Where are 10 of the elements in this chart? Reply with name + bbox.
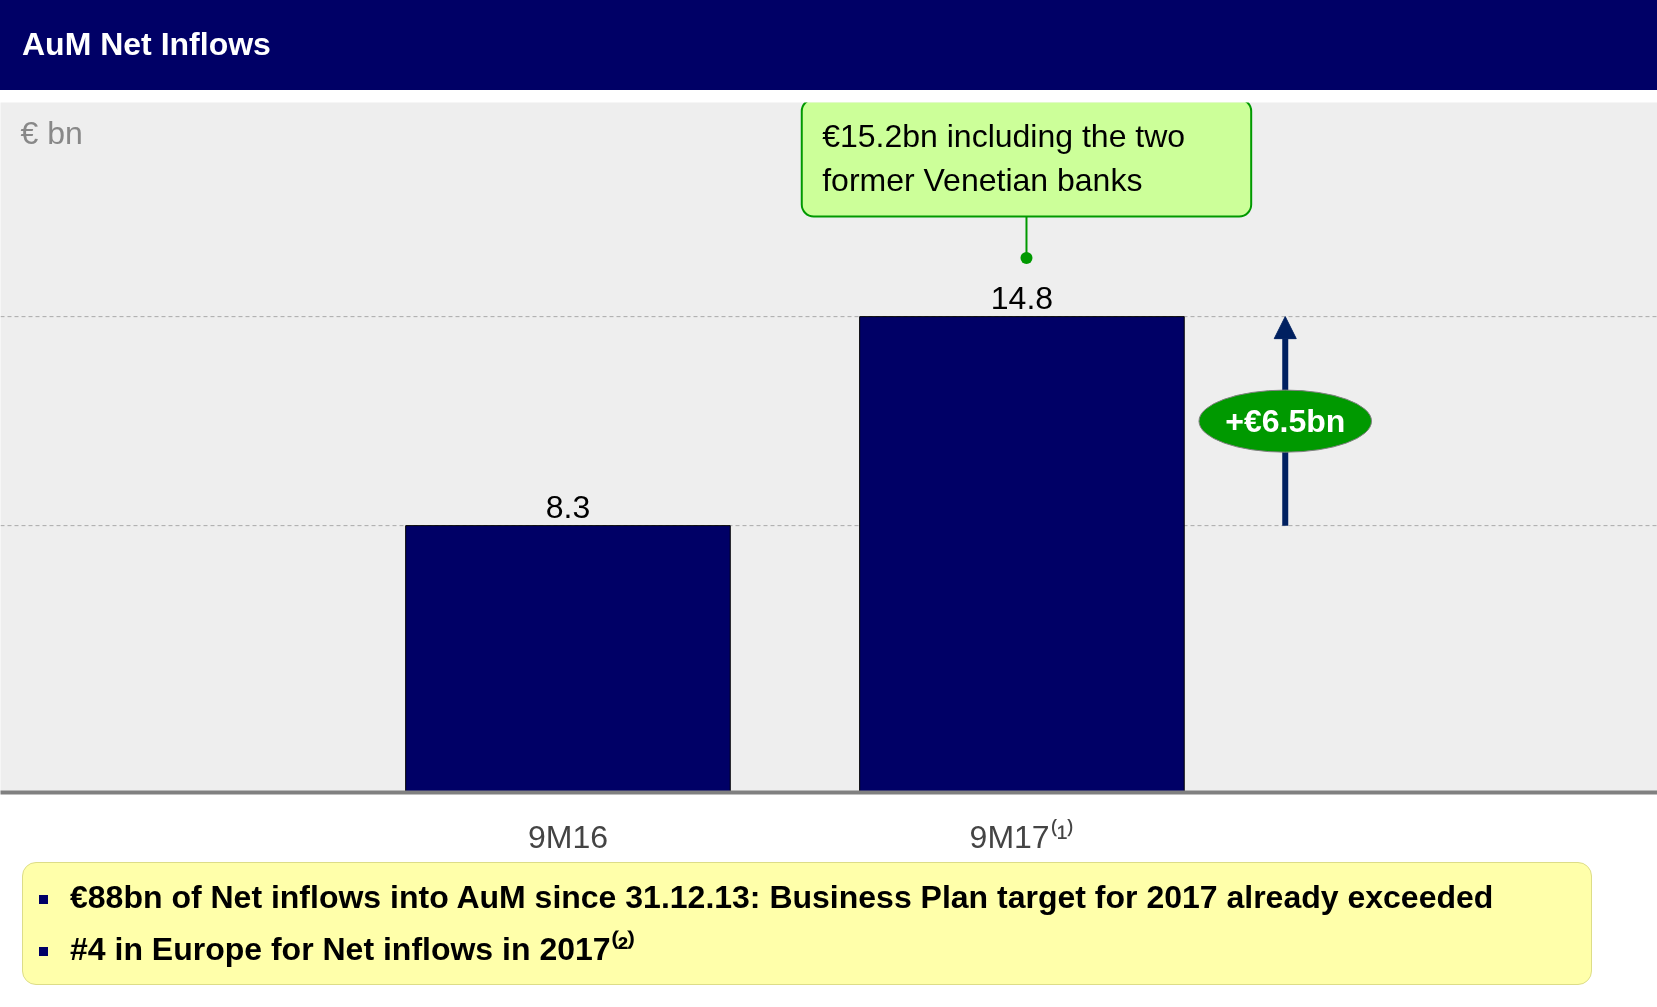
data-label: 8.3 bbox=[545, 488, 591, 525]
text: €15.2bn including the two former Venetian banks bbox=[822, 118, 1186, 198]
data-label: 14.8 bbox=[990, 279, 1054, 316]
text: € bn bbox=[20, 114, 83, 151]
x-tick-label: 9M17⁽¹⁾ bbox=[969, 817, 1075, 855]
x-tick-label: 9M16 bbox=[527, 818, 608, 855]
annotation: +€6.5bn bbox=[1225, 403, 1346, 440]
text: #4 in Europe for Net inflows in 2017⁽²⁾ bbox=[69, 929, 637, 969]
chart-title: AuM Net Inflows bbox=[0, 0, 1657, 90]
text: €88bn of Net inflows into AuM since 31.12.13: Business Plan target for 2017 already exceeded bbox=[69, 878, 1495, 917]
